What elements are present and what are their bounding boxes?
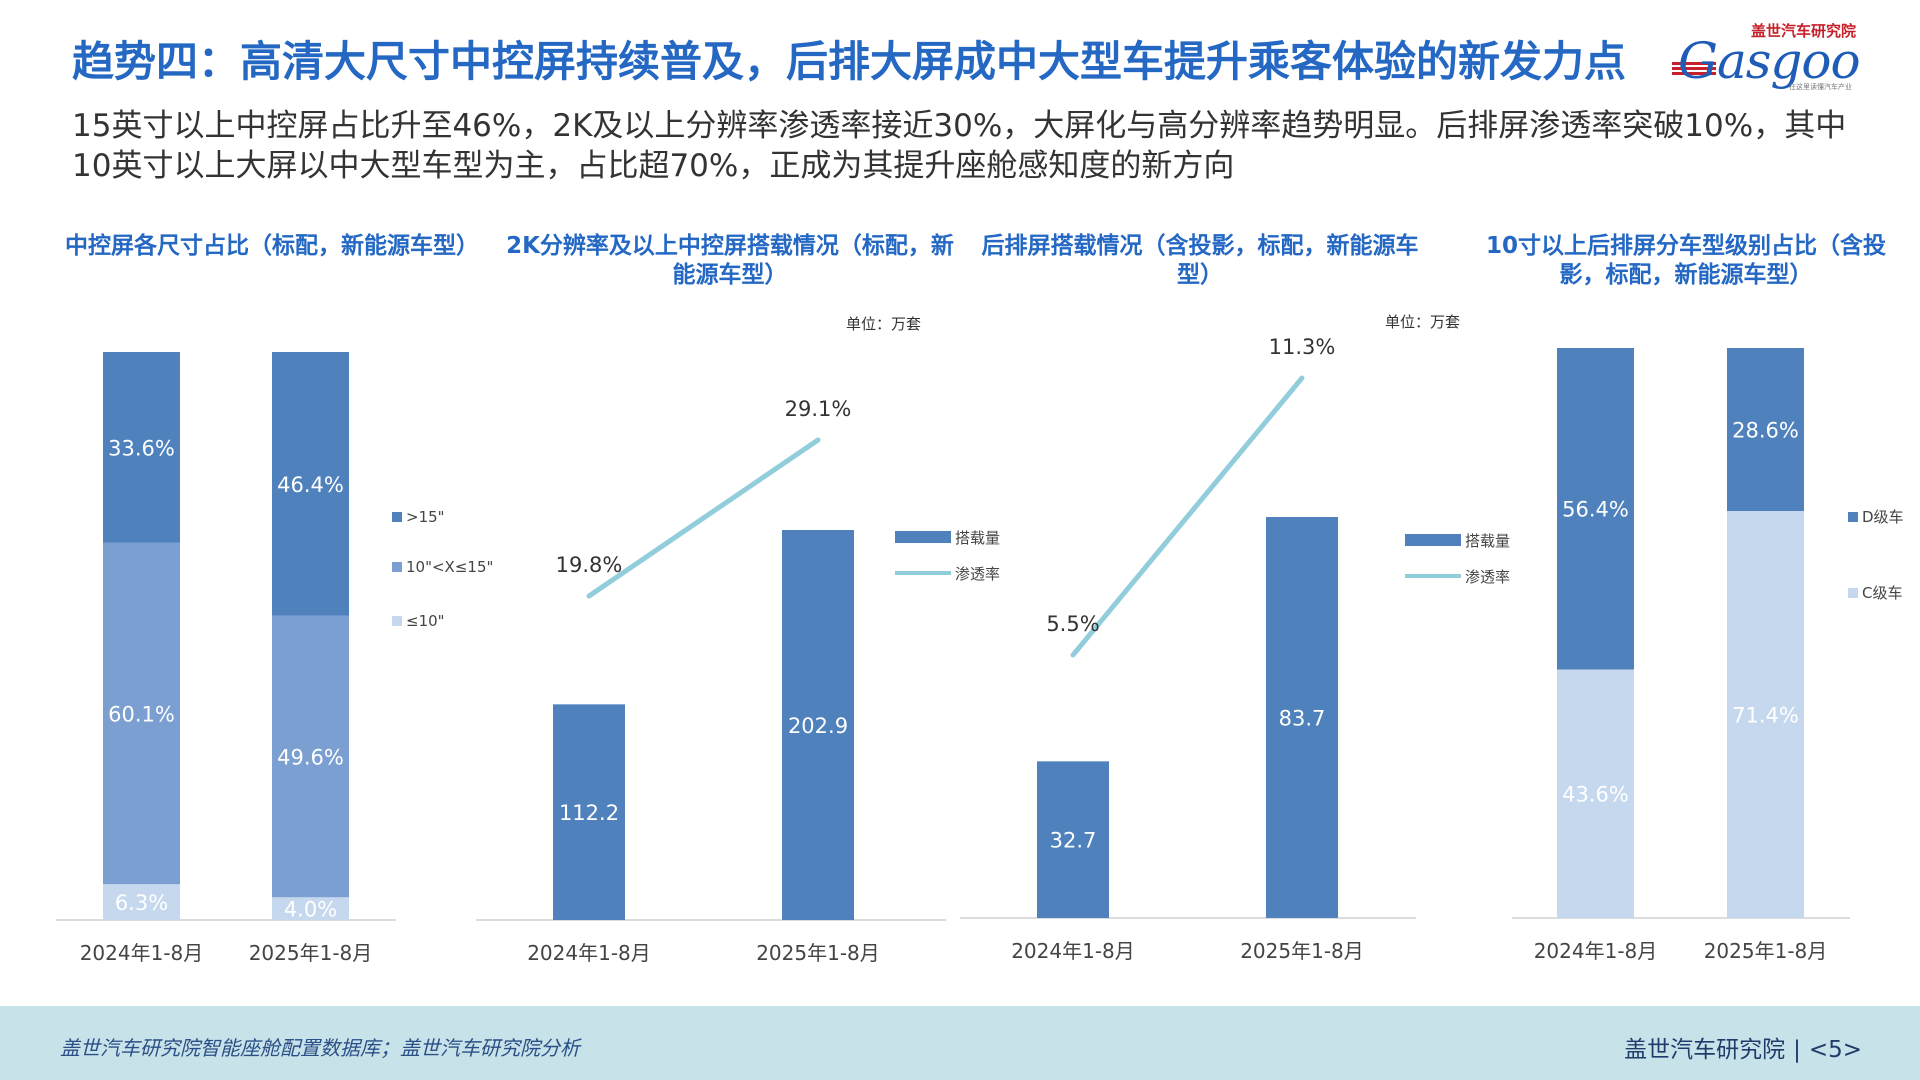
chart-1-legend-swatch-2: [392, 616, 402, 626]
chart-1-x-tick-0: 2024年1-8月: [80, 941, 204, 965]
chart-1-bar-0-0: [103, 884, 180, 920]
chart-3-legend-swatch-bar: [1405, 534, 1461, 546]
footer-bar: 盖世汽车研究院智能座舱配置数据库；盖世汽车研究院分析 盖世汽车研究院 | <5>: [0, 1006, 1920, 1080]
chart-2-legend-label-line: 渗透率: [955, 565, 1000, 583]
chart-4-label-1-0: 56.4%: [1562, 498, 1629, 522]
chart-2-title: 2K分辨率及以上中控屏搭载情况（标配，新能源车型）: [506, 233, 954, 288]
chart-2-bar-0: [553, 704, 625, 920]
charts-canvas: 6.3% 60.1% 33.6% 2024年1-8月 4.0% 49.6% 46.4% 202…: [56, 335, 1904, 965]
chart-2-legend-swatch-bar: [895, 531, 951, 543]
chart-1-bar-2-0: [103, 352, 180, 543]
chart-1-label-1-1: 49.6%: [277, 745, 344, 769]
chart-1-bar-1-0: [103, 542, 180, 885]
chart-2-line-label-1: 29.1%: [785, 397, 852, 421]
chart-2-bar-label-0: 112.2: [559, 801, 619, 825]
chart-3-x-tick-0: 2024年1-8月: [1011, 939, 1135, 963]
page-number: <5>: [1808, 1037, 1862, 1063]
flag-stripes-icon: [1672, 62, 1716, 78]
chart-4-x-tick-1: 2025年1-8月: [1704, 939, 1828, 963]
org-name: 盖世汽车研究院: [1624, 1037, 1786, 1063]
chart-4-label-0-1: 71.4%: [1732, 704, 1799, 728]
chart-1-label-1-0: 60.1%: [108, 703, 175, 727]
chart-3-bar-label-0: 32.7: [1050, 829, 1097, 853]
chart-1-legend-label-1: 10"<X≤15": [406, 558, 493, 576]
chart-1-bar-2-1: [272, 352, 349, 616]
chart-2-series-line: [586, 437, 821, 599]
chart-2-legend-label-bar: 搭载量: [955, 529, 1000, 547]
chart-4-bar-1-1: [1727, 348, 1804, 512]
chart-2-x-tick-0: 2024年1-8月: [527, 941, 651, 965]
chart-1-legend-label-2: ≤10": [406, 612, 445, 630]
logo-sub-text: 在这里读懂汽车产业: [1789, 83, 1852, 91]
chart-3-series-line: [1070, 375, 1305, 658]
page-subtitle: 15英寸以上中控屏占比升至46%，2K及以上分辨率渗透率接近30%，大屏化与高分…: [72, 108, 1847, 184]
footer-org: 盖世汽车研究院 | <5>: [1624, 1030, 1862, 1064]
chart-1-label-0-0: 6.3%: [115, 891, 168, 915]
separator: |: [1793, 1037, 1801, 1063]
chart-1-label-0-1: 4.0%: [284, 898, 337, 922]
logo-wordmark: Gasgoo: [1678, 32, 1861, 90]
chart-1-title: 中控屏各尺寸占比（标配，新能源车型）: [65, 233, 479, 259]
chart-4-label-1-1: 28.6%: [1732, 419, 1799, 443]
chart-4-legend-swatch-0: [1848, 512, 1858, 522]
chart-3-bar-label-1: 83.7: [1279, 707, 1326, 731]
chart-3-line-label-1: 11.3%: [1269, 335, 1336, 359]
chart-4-bar-0-1: [1727, 511, 1804, 918]
chart-3-x-tick-1: 2025年1-8月: [1240, 939, 1364, 963]
gasgoo-logo: 盖世汽车研究院 Gasgoo 在这里读懂汽车产业: [1672, 20, 1872, 94]
chart-2-unit: 单位：万套: [846, 315, 922, 333]
chart-1-bar-1-1: [272, 615, 349, 898]
chart-1-legend-swatch-1: [392, 562, 402, 572]
chart-1-label-2-0: 33.6%: [108, 436, 175, 460]
chart-3-bar-1: [1266, 517, 1338, 918]
chart-4-legend-swatch-1: [1848, 588, 1858, 598]
logo-top-text: 盖世汽车研究院: [1750, 22, 1856, 40]
chart-1-x-tick-1: 2025年1-8月: [249, 941, 373, 965]
chart-1-label-2-1: 46.4%: [277, 473, 344, 497]
page-title: 趋势四：高清大尺寸中控屏持续普及，后排大屏成中大型车提升乘客体验的新发力点: [72, 37, 1627, 86]
chart-3-unit: 单位：万套: [1385, 313, 1461, 331]
chart-2-line-label-0: 19.8%: [556, 553, 623, 577]
chart-4-legend-label-1: C级车: [1862, 584, 1902, 602]
chart-4-legend-label-0: D级车: [1862, 508, 1904, 526]
chart-3-bar-0: [1037, 761, 1109, 918]
chart-3-legend-label-bar: 搭载量: [1465, 532, 1510, 550]
chart-1-legend-label-0: >15": [406, 508, 445, 526]
chart-1-legend-swatch-0: [392, 512, 402, 522]
chart-3-title: 后排屏搭载情况（含投影，标配，新能源车型）: [981, 233, 1419, 288]
chart-4-label-0-0: 43.6%: [1562, 783, 1629, 807]
chart-2-x-tick-1: 2025年1-8月: [756, 941, 880, 965]
chart-4-bar-1-0: [1557, 348, 1634, 670]
chart-1-bar-0-1: [272, 897, 349, 920]
source-note: 盖世汽车研究院智能座舱配置数据库；盖世汽车研究院分析: [60, 1036, 580, 1060]
chart-4-bar-0-0: [1557, 669, 1634, 918]
chart-3-legend-label-line: 渗透率: [1465, 568, 1510, 586]
chart-3-line-label-0: 5.5%: [1046, 612, 1099, 636]
chart-2-bar-label-1: 202.9: [788, 714, 848, 738]
chart-2-bar-1: [782, 530, 854, 920]
chart-4-title: 10寸以上后排屏分车型级别占比（含投影，标配，新能源车型）: [1485, 233, 1886, 288]
chart-4-x-tick-0: 2024年1-8月: [1534, 939, 1658, 963]
